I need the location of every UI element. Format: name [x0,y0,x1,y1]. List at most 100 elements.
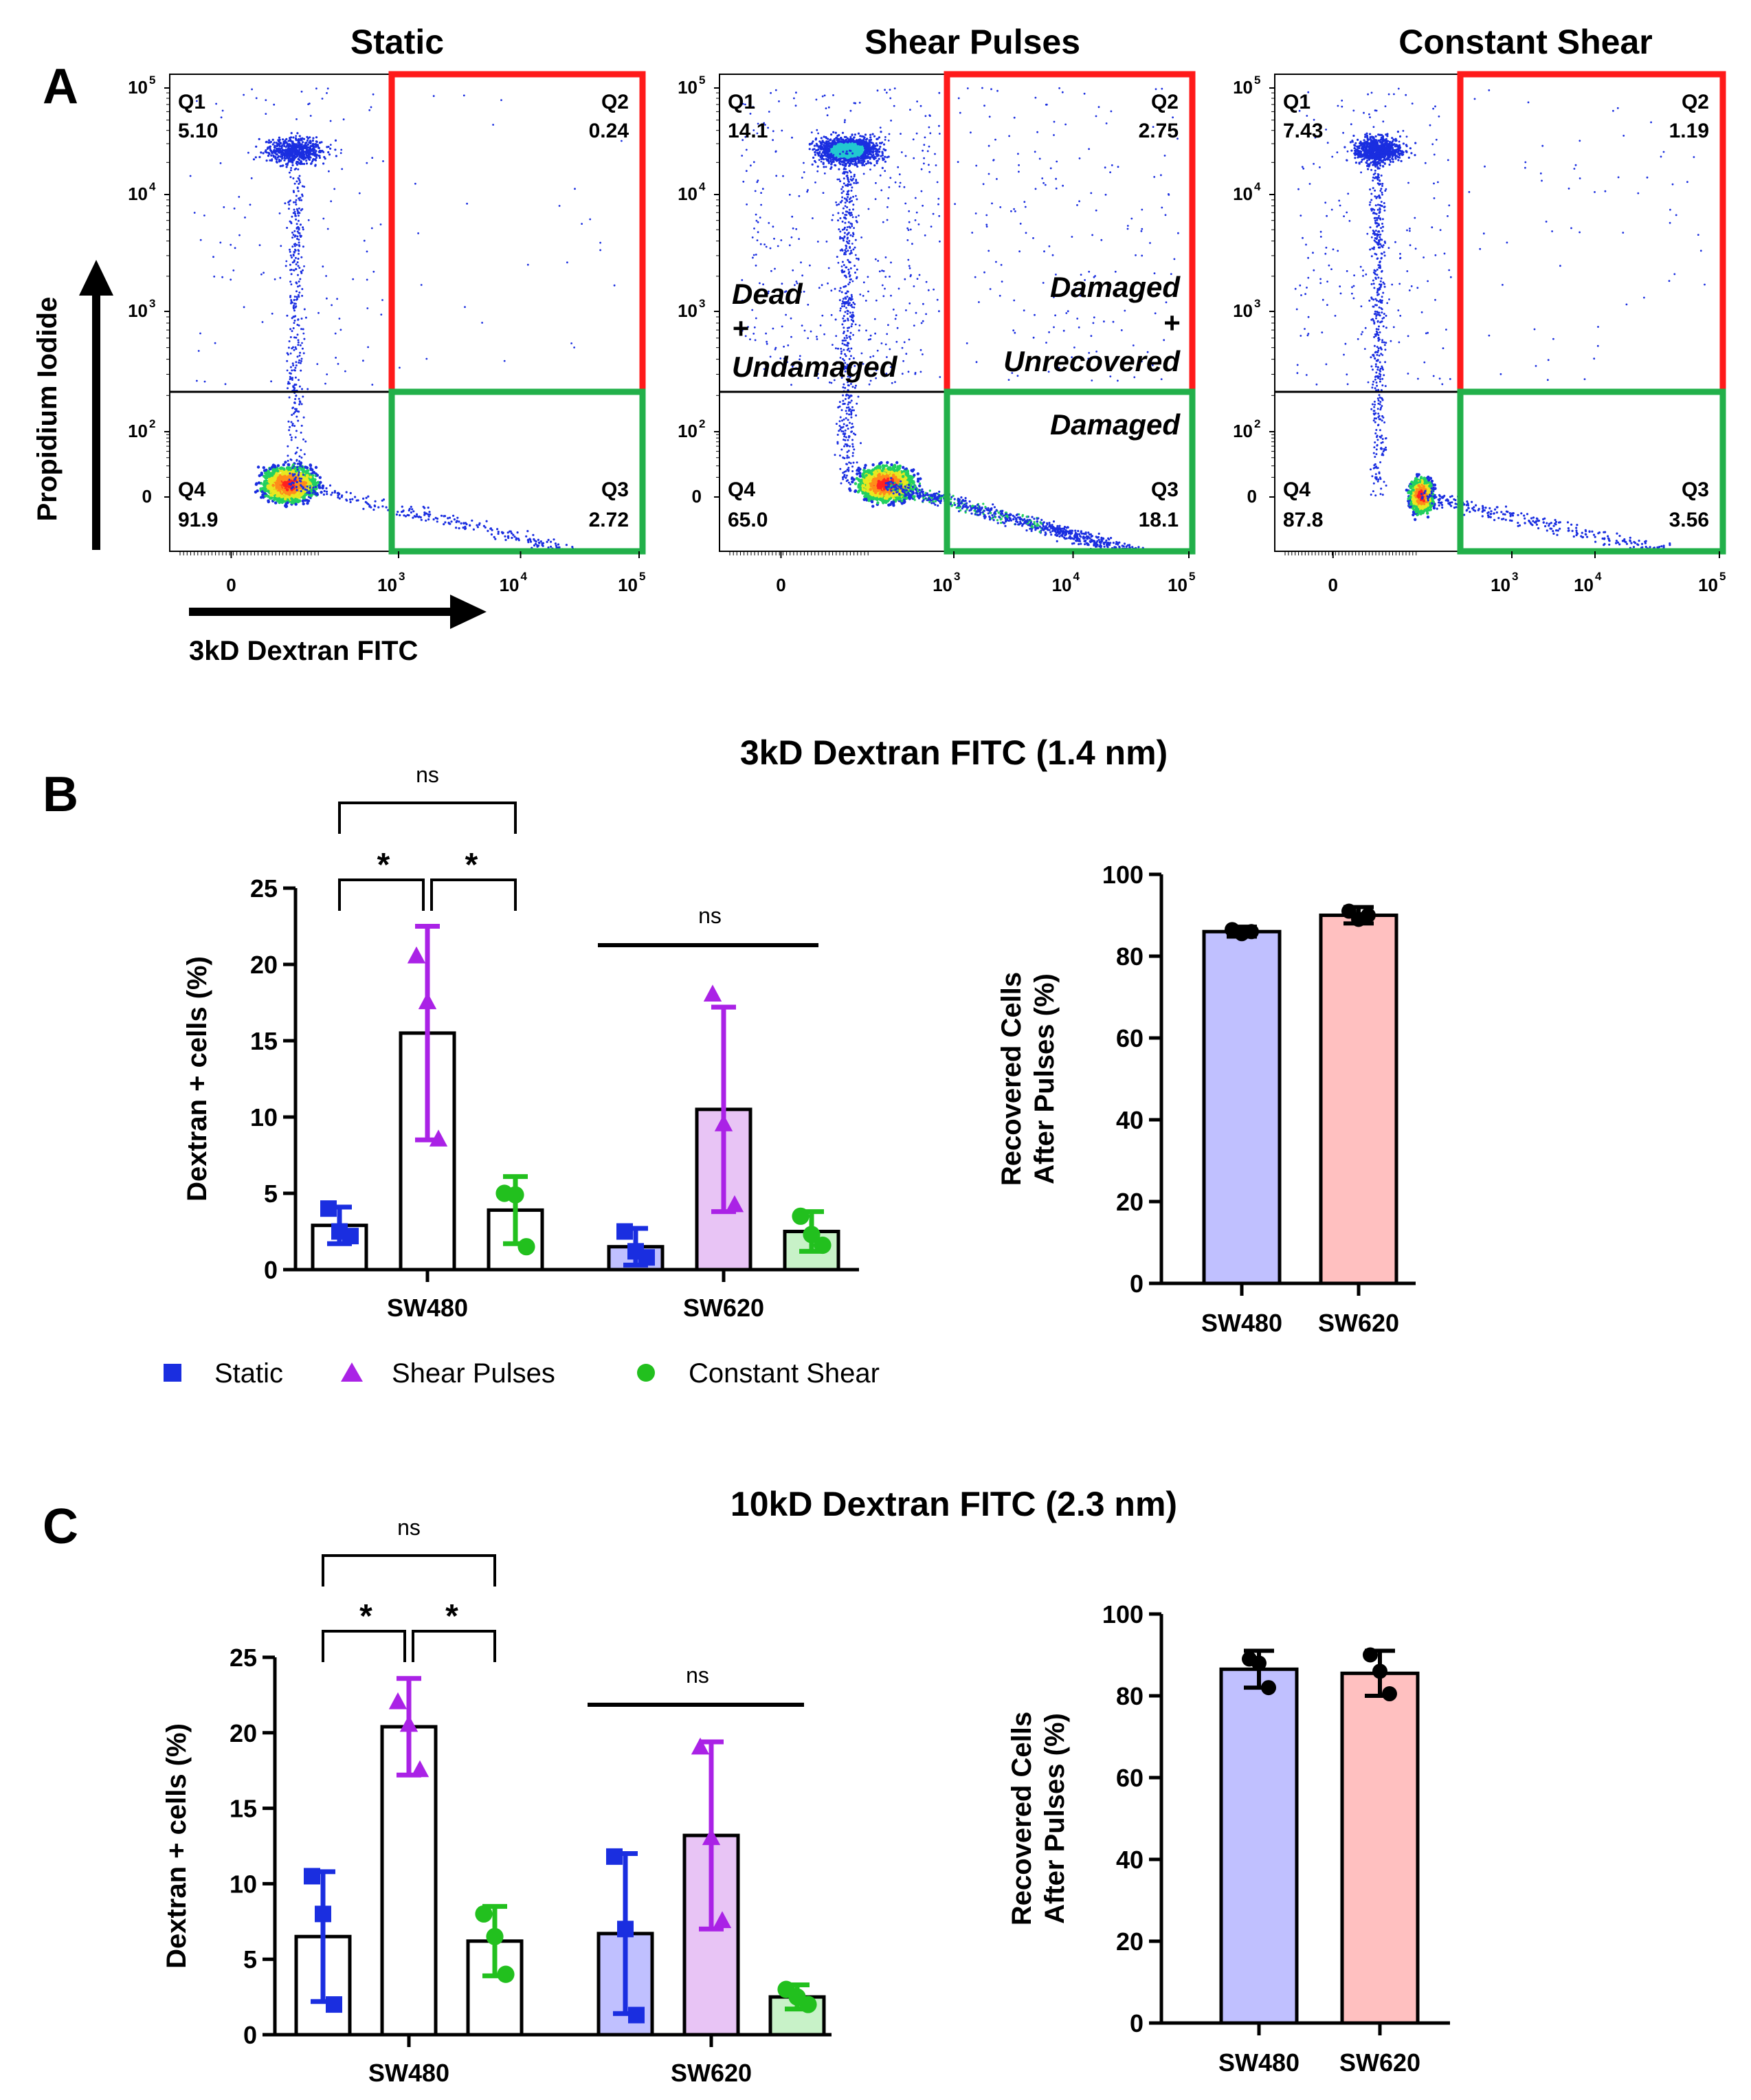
flow-event-dot [420,284,423,286]
flow-event-dot [330,494,333,496]
flow-event-dot [500,99,502,102]
flow-event-dot [293,182,296,185]
flow-event-dot [336,298,338,300]
flow-event-dot [304,316,307,319]
flow-event-dot [570,342,572,344]
flow-event-dot [494,538,497,540]
flow-event-dot [298,477,301,480]
flow-event-dot [298,362,300,364]
flow-event-dot [526,539,530,542]
flow-event-dot [295,480,298,483]
flow-event-dot [295,203,298,206]
q4-label: Q4 [178,478,205,501]
flow-event-dot [408,509,410,512]
flow-event-dot [329,147,332,150]
flow-event-dot [273,103,276,106]
flow-event-dot [309,482,312,485]
flow-event-dot [440,514,443,517]
flow-event-dot [298,471,300,474]
flow-event-dot [291,142,295,144]
flow-event-dot [273,148,276,151]
flow-event-dot [370,227,373,230]
flow-event-dot [535,540,537,543]
flow-event-dot [297,139,300,142]
flow-event-dot [298,460,301,463]
flow-event-dot [366,250,368,253]
flow-event-dot [339,152,342,155]
flow-event-dot [293,336,295,339]
flow-event-dot [362,497,365,500]
flow-event-dot [267,469,270,473]
flow-event-dot [458,520,460,523]
flow-event-dot [318,476,322,479]
flow-event-dot [247,151,249,154]
flow-event-dot [244,217,246,219]
flow-event-dot [254,490,258,494]
flow-event-dot [315,136,318,139]
flow-event-dot [355,499,358,502]
flow-event-dot [288,382,291,385]
flow-event-dot [289,147,291,150]
y-tick-exponent: 5 [149,74,155,87]
flow-event-dot [293,208,295,211]
flow-event-dot [411,508,414,511]
flow-event-dot [297,344,300,346]
flow-event-dot [302,137,306,140]
flow-event-dot [298,232,300,234]
flow-event-dot [305,142,308,144]
flow-event-dot [286,314,289,317]
flow-event-dot [290,487,293,490]
flow-event-dot [276,156,279,159]
flow-event-dot [258,137,260,140]
flow-event-dot [307,103,309,106]
flow-event-dot [286,164,289,166]
flow-event-dot [296,210,299,212]
flow-event-dot [365,496,368,500]
flow-event-dot [296,146,299,149]
flow-event-dot [326,92,328,94]
flow-event-dot [312,486,315,489]
flow-event-dot [497,531,500,533]
flow-event-dot [581,223,583,225]
flow-event-dot [290,494,294,497]
flow-event-dot [301,347,304,350]
flow-event-dot [224,383,227,386]
flow-event-dot [460,522,462,525]
flow-event-dot [276,491,280,495]
flow-event-dot [283,144,286,148]
flow-event-dot [280,500,284,505]
flow-event-dot [289,139,291,142]
flow-event-dot [262,466,265,469]
flow-event-dot [321,486,324,489]
flow-event-dot [197,350,200,352]
flow-event-dot [295,361,298,364]
flow-event-dot [300,256,303,258]
panel-letter-a: A [43,59,78,114]
flow-event-dot [302,245,304,248]
flow-event-dot [327,151,330,154]
flow-event-dot [401,505,403,508]
flow-event-dot [295,282,298,285]
flow-event-dot [284,202,287,205]
flow-event-dot [243,306,245,309]
flow-event-dot [298,397,300,400]
flow-event-dot [295,305,298,308]
flow-event-dot [539,540,542,543]
flow-event-dot [289,434,291,436]
flow-event-dot [410,505,412,508]
flow-event-dot [555,544,557,547]
flow-event-dot [305,466,309,469]
flow-event-dot [462,527,465,529]
flow-event-dot [372,93,375,96]
flow-event-dot [282,467,286,471]
flow-event-dot [295,223,298,225]
flow-event-dot [301,185,304,188]
flow-event-dot [291,467,294,469]
flow-event-dot [309,115,312,117]
flow-event-dot [289,254,292,257]
flow-event-dot [289,425,291,428]
flow-event-dot [291,369,293,372]
flow-event-dot [296,132,299,135]
flow-event-dot [297,214,300,217]
flow-event-dot [299,465,302,467]
